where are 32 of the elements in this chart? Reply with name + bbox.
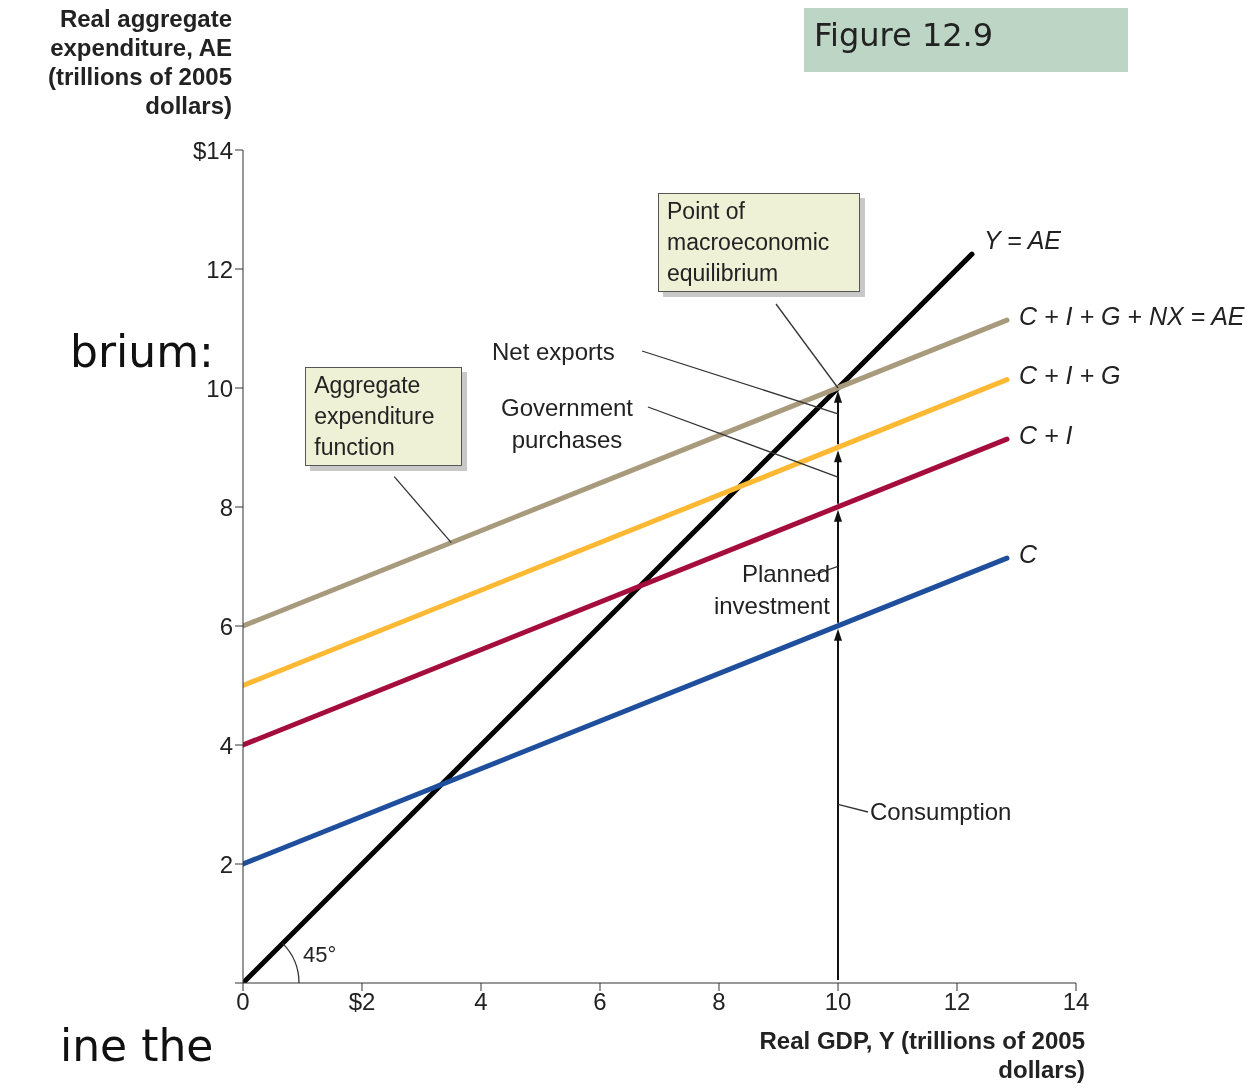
x-axis-title: Real GDP, Y (trillions of 2005 dollars) xyxy=(758,1026,1085,1084)
annotation: Net exports xyxy=(492,337,616,367)
annotation: 45° xyxy=(303,942,338,968)
x-tick-label: 6 xyxy=(593,988,607,1016)
y-tick-label: 6 xyxy=(219,612,233,640)
series-label: C + I + G + NX = AE xyxy=(1018,301,1245,330)
series-label: C xyxy=(1018,539,1038,568)
annotation: Aggregate expenditure function xyxy=(305,366,463,466)
y-tick-label: 4 xyxy=(219,731,233,759)
annotation: Planned investment xyxy=(712,559,830,621)
series-label: C + I + G xyxy=(1018,361,1121,390)
series-label: C + I xyxy=(1018,420,1073,449)
x-tick-label: 8 xyxy=(712,988,726,1016)
y-tick-label: 8 xyxy=(219,493,233,521)
x-tick-label: 14 xyxy=(1062,988,1090,1016)
x-tick-label: 10 xyxy=(824,988,852,1016)
text: brium: xyxy=(70,326,214,377)
x-tick-label: 4 xyxy=(474,988,488,1016)
y-tick-label: 12 xyxy=(206,255,233,283)
series-label: Y = AE xyxy=(983,225,1062,254)
caption: Figure 12.9 xyxy=(804,8,1128,72)
text: ine the xyxy=(60,1020,215,1071)
annotation: Point of macroeconomic equilibrium xyxy=(658,193,860,292)
y-tick-label: $14 xyxy=(192,136,233,164)
y-axis-title: Real aggregate expenditure, AE (trillions of 2005 dollars) xyxy=(46,4,232,120)
annotation: Government purchases xyxy=(499,393,635,455)
y-tick-label: 2 xyxy=(219,850,233,878)
annotation: Consumption xyxy=(870,797,1013,827)
x-tick-label: 0 xyxy=(236,988,250,1016)
x-tick-label: 12 xyxy=(943,988,971,1016)
y-tick-label: 10 xyxy=(206,374,233,402)
x-tick-label: $2 xyxy=(348,988,376,1016)
